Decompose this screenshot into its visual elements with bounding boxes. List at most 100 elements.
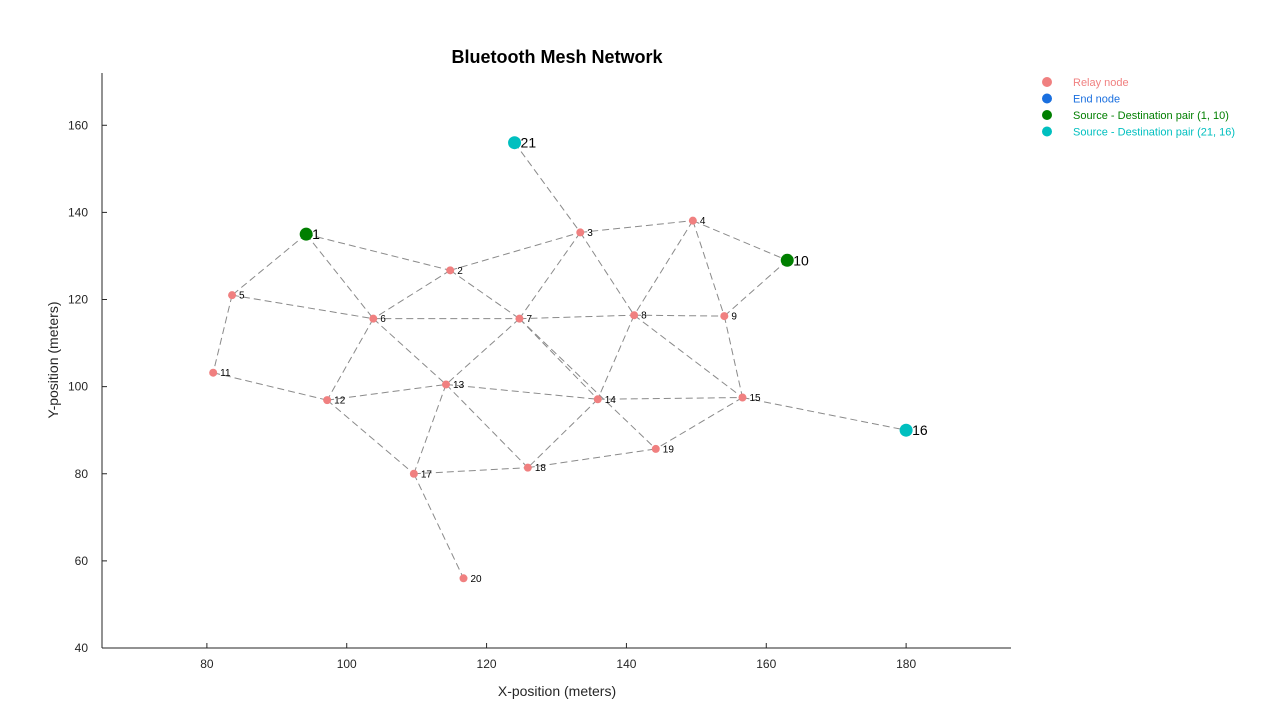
node-label-16: 16 xyxy=(912,422,928,438)
edge-11-12 xyxy=(213,372,328,401)
y-tick-label: 40 xyxy=(75,641,89,655)
y-axis-title: Y-position (meters) xyxy=(45,302,61,419)
node-16 xyxy=(899,423,913,437)
node-label-10: 10 xyxy=(793,252,809,268)
edge-12-17 xyxy=(326,399,415,475)
legend-marker-0 xyxy=(1042,77,1052,87)
node-4 xyxy=(688,216,697,225)
edge-17-18 xyxy=(413,467,528,475)
node-label-8: 8 xyxy=(641,311,647,322)
edge-7-14 xyxy=(519,318,599,400)
legend-label-2: Source - Destination pair (1, 10) xyxy=(1073,110,1229,122)
node-label-15: 15 xyxy=(749,393,761,404)
y-tick-label: 140 xyxy=(68,205,88,219)
node-label-21: 21 xyxy=(521,135,537,151)
edge-1-2 xyxy=(306,233,451,271)
edge-7-19 xyxy=(519,318,657,450)
edge-9-15 xyxy=(723,315,743,398)
edge-18-19 xyxy=(527,448,656,469)
node-18 xyxy=(523,463,532,472)
legend-label-0: Relay node xyxy=(1073,77,1129,89)
node-label-14: 14 xyxy=(605,395,617,406)
node-label-1: 1 xyxy=(312,226,320,242)
x-tick-label: 160 xyxy=(756,657,776,671)
node-label-5: 5 xyxy=(239,291,245,302)
edge-13-14 xyxy=(445,383,598,400)
x-axis-title: X-position (meters) xyxy=(498,683,616,699)
edge-10-9 xyxy=(723,259,788,317)
node-10 xyxy=(780,253,794,267)
edge-15-19 xyxy=(655,397,743,450)
node-label-18: 18 xyxy=(535,463,547,474)
edge-21-3 xyxy=(514,142,581,233)
node-label-19: 19 xyxy=(663,444,675,455)
legend-marker-2 xyxy=(1042,110,1052,120)
x-ticks: 80 100 120 140 160 180 xyxy=(200,643,916,671)
edge-4-8 xyxy=(633,220,694,316)
edge-4-10 xyxy=(692,220,788,261)
y-tick-label: 160 xyxy=(68,118,88,132)
legend: Relay node End node Source - Destination p… xyxy=(1042,77,1235,139)
node-15 xyxy=(738,393,747,402)
node-label-17: 17 xyxy=(421,469,433,480)
node-2 xyxy=(446,266,455,275)
node-label-2: 2 xyxy=(457,266,463,277)
x-tick-label: 80 xyxy=(200,657,214,671)
node-13 xyxy=(442,380,451,389)
chart-title: Bluetooth Mesh Network xyxy=(451,47,663,67)
node-label-6: 6 xyxy=(380,314,386,325)
node-11 xyxy=(209,368,218,377)
edge-4-9 xyxy=(692,220,725,317)
node-label-12: 12 xyxy=(334,396,346,407)
edge-6-13 xyxy=(372,318,447,385)
node-21 xyxy=(508,136,522,150)
edge-13-18 xyxy=(445,384,529,469)
node-label-9: 9 xyxy=(731,312,737,323)
edge-3-4 xyxy=(580,220,693,233)
node-14 xyxy=(593,395,602,404)
y-ticks: 40 60 80 100 120 140 160 xyxy=(68,118,107,655)
legend-label-1: End node xyxy=(1073,94,1120,106)
node-12 xyxy=(323,396,332,405)
edge-3-8 xyxy=(579,232,635,316)
edge-8-9 xyxy=(634,314,725,317)
node-17 xyxy=(409,469,418,478)
x-tick-label: 140 xyxy=(616,657,636,671)
node-7 xyxy=(515,314,524,323)
edge-7-8 xyxy=(519,314,635,320)
x-tick-label: 120 xyxy=(477,657,497,671)
edge-8-15 xyxy=(633,314,743,398)
edges xyxy=(212,142,907,579)
edge-1-6 xyxy=(305,233,374,319)
y-tick-label: 100 xyxy=(68,380,88,394)
node-8 xyxy=(630,311,639,320)
edge-2-7 xyxy=(449,269,520,320)
y-tick-label: 120 xyxy=(68,293,88,307)
node-label-11: 11 xyxy=(220,368,231,379)
node-3 xyxy=(576,228,585,237)
axes xyxy=(101,73,1011,649)
edge-6-12 xyxy=(326,318,374,401)
legend-label-3: Source - Destination pair (21, 16) xyxy=(1073,127,1235,139)
edge-2-6 xyxy=(373,269,451,320)
edge-5-11 xyxy=(212,295,233,373)
legend-marker-1 xyxy=(1042,93,1052,104)
nodes xyxy=(209,136,913,583)
edge-14-15 xyxy=(597,397,743,400)
y-tick-label: 60 xyxy=(75,554,89,568)
edge-17-20 xyxy=(413,473,464,579)
edge-3-7 xyxy=(519,232,581,319)
node-9 xyxy=(720,312,729,321)
x-tick-label: 180 xyxy=(896,657,916,671)
edge-14-18 xyxy=(527,398,599,469)
x-tick-label: 100 xyxy=(337,657,357,671)
edge-1-5 xyxy=(231,233,307,296)
edge-7-13 xyxy=(445,318,520,385)
node-6 xyxy=(369,314,378,323)
node-label-3: 3 xyxy=(587,228,593,239)
node-label-13: 13 xyxy=(453,380,465,391)
node-label-20: 20 xyxy=(471,574,483,585)
node-label-4: 4 xyxy=(700,216,706,227)
